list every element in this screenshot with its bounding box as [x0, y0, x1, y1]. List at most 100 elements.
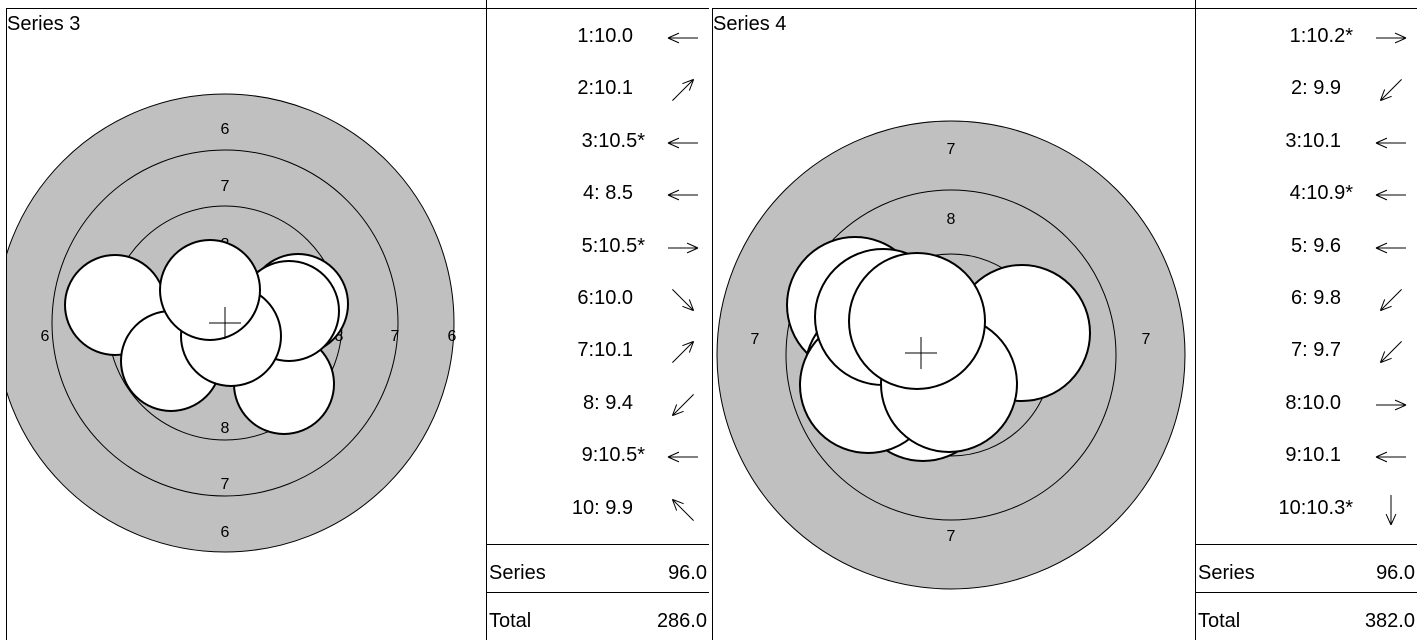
- arrow-head: [1394, 37, 1407, 44]
- arrow-head: [1380, 96, 1392, 102]
- ring-label: 6: [221, 121, 230, 138]
- direction-arrow-icon: [1375, 189, 1406, 201]
- arrow-head: [1379, 299, 1386, 311]
- total-label: Total: [1198, 610, 1241, 632]
- shot-direction: [665, 285, 701, 315]
- shot-row: 10: 9.9: [487, 495, 709, 525]
- shot-direction: [1373, 442, 1409, 472]
- arrow-shaft: [1380, 341, 1402, 364]
- shot-direction: [1373, 390, 1409, 420]
- shot-direction: [1373, 23, 1409, 53]
- direction-arrow-icon: [667, 32, 698, 44]
- shot-score: 4:10.9*: [1289, 182, 1353, 205]
- shot-score: 3:10.5*: [581, 129, 645, 152]
- shot-direction: [665, 495, 701, 525]
- shot-direction: [665, 442, 701, 472]
- arrow-head: [1394, 404, 1407, 411]
- arrow-head: [1394, 32, 1407, 39]
- arrow-head: [682, 305, 694, 312]
- direction-arrow-icon: [1379, 289, 1402, 312]
- shot-hole: [159, 239, 261, 341]
- arrow-shaft: [672, 341, 694, 364]
- shot-row: 5:10.5*: [487, 233, 709, 263]
- series-title: Series 3: [7, 13, 81, 35]
- shot-score: 9:10.1: [1285, 444, 1341, 467]
- ring-label: 6: [221, 524, 230, 541]
- arrow-head: [688, 299, 695, 311]
- direction-arrow-icon: [672, 289, 695, 312]
- arrow-head: [671, 404, 678, 416]
- direction-arrow-icon: [1375, 242, 1406, 253]
- direction-arrow-icon: [668, 242, 699, 253]
- series-score: 96.0: [1376, 562, 1415, 584]
- total-score: 286.0: [656, 610, 707, 632]
- ring-label: 7: [947, 141, 956, 158]
- total-label: Total: [489, 610, 532, 632]
- arrow-shaft: [1380, 79, 1402, 102]
- shot-direction: [665, 233, 701, 263]
- series-summary-row: Series 96.0: [1196, 544, 1417, 593]
- score-panel-series-4: 1:10.2* 2: 9.9 3:10.1 4:10.9* 5: 9.6 6: 9.8 7:…: [1195, 0, 1417, 640]
- direction-arrow-icon: [667, 451, 698, 463]
- direction-arrow-icon: [672, 341, 695, 364]
- shot-score: 7:10.1: [577, 339, 633, 362]
- shot-list: 1:10.2* 2: 9.9 3:10.1 4:10.9* 5: 9.6 6: 9.8 7:…: [1196, 8, 1417, 545]
- shot-score: 10: 9.9: [571, 496, 633, 519]
- shot-direction: [1373, 75, 1409, 105]
- shot-direction: [665, 390, 701, 420]
- direction-arrow-icon: [671, 498, 694, 521]
- arrow-head: [667, 137, 680, 144]
- direction-arrow-icon: [1376, 399, 1407, 411]
- shot-direction: [1373, 494, 1409, 525]
- total-summary-row: Total 286.0: [487, 592, 709, 641]
- arrow-head: [671, 498, 678, 511]
- ring-label: 6: [41, 328, 50, 345]
- arrow-head: [686, 242, 699, 249]
- total-score: 382.0: [1364, 610, 1415, 632]
- arrow-head: [1375, 194, 1388, 201]
- arrow-head: [1375, 451, 1388, 458]
- shot-direction: [1373, 233, 1409, 263]
- arrow-head: [667, 451, 680, 458]
- series-summary-row: Series 96.0: [487, 544, 709, 593]
- arrow-head: [682, 341, 694, 347]
- direction-arrow-icon: [1375, 451, 1406, 463]
- arrow-head: [1375, 137, 1388, 144]
- arrow-head: [1375, 247, 1388, 253]
- direction-arrow-icon: [672, 79, 695, 102]
- shot-score: 9:10.5*: [581, 444, 645, 467]
- shot-score: 5:10.5*: [581, 234, 645, 257]
- arrow-head: [1380, 358, 1392, 364]
- shot-row: 3:10.1: [1196, 128, 1417, 158]
- shot-score: 10:10.3*: [1278, 496, 1353, 519]
- shot-score: 3:10.1: [1285, 129, 1341, 152]
- arrow-head: [1380, 305, 1392, 312]
- direction-arrow-icon: [1379, 341, 1402, 364]
- ring-label: 6: [448, 328, 457, 345]
- arrow-shaft: [672, 289, 694, 311]
- arrow-shaft: [1380, 289, 1402, 311]
- arrow-head: [667, 194, 680, 201]
- arrow-head: [1375, 189, 1388, 196]
- arrow-head: [688, 79, 695, 92]
- direction-arrow-icon: [1375, 137, 1406, 149]
- shot-direction: [665, 180, 701, 210]
- arrow-head: [1375, 242, 1388, 249]
- shot-row: 1:10.0: [487, 23, 709, 53]
- direction-arrow-icon: [667, 137, 698, 149]
- series-label: Series: [1198, 562, 1255, 584]
- total-summary-row: Total 382.0: [1196, 592, 1417, 641]
- shot-row: 2: 9.9: [1196, 75, 1417, 105]
- direction-arrow-icon: [671, 393, 694, 416]
- shot-row: 7: 9.7: [1196, 337, 1417, 367]
- arrow-head: [1375, 142, 1388, 149]
- shot-row: 8:10.0: [1196, 390, 1417, 420]
- arrow-head: [1379, 351, 1386, 364]
- ring-label: 7: [947, 528, 956, 545]
- shot-row: 4: 8.5: [487, 180, 709, 210]
- shot-score: 6:10.0: [577, 287, 633, 309]
- ring-label: 7: [1142, 331, 1151, 348]
- arrow-head: [1390, 513, 1397, 525]
- shot-direction: [665, 128, 701, 158]
- shot-direction: [665, 75, 701, 105]
